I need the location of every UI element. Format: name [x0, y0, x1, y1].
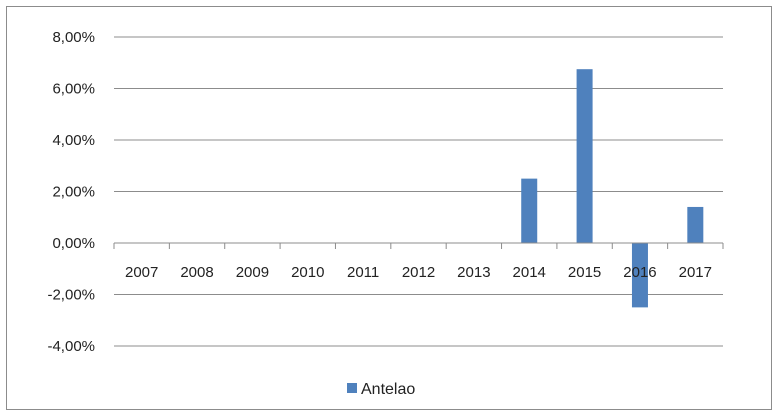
- x-tick-label: 2007: [125, 264, 158, 281]
- y-tick-label: 4,00%: [52, 132, 95, 149]
- bar-2014: [521, 179, 537, 243]
- x-tick-label: 2010: [291, 264, 324, 281]
- bar-2015: [577, 69, 593, 243]
- y-tick-label: 2,00%: [52, 184, 95, 201]
- legend: Antelao: [347, 381, 415, 398]
- y-tick-label: 8,00%: [52, 29, 95, 46]
- x-tick-label: 2008: [180, 264, 213, 281]
- legend-label: Antelao: [361, 381, 415, 398]
- x-tick-label: 2016: [623, 264, 656, 281]
- x-axis-labels: 2007 2008 2009 2010 2011 2012 2013 2014 2015 2016…: [125, 264, 712, 281]
- bar-2017: [687, 207, 703, 243]
- y-tick-label: 0,00%: [52, 235, 95, 252]
- x-tick-label: 2015: [568, 264, 601, 281]
- x-tick-label: 2011: [347, 264, 379, 281]
- x-tick-label: 2014: [513, 264, 546, 281]
- x-axis: [114, 243, 723, 249]
- x-tick-label: 2017: [679, 264, 712, 281]
- y-tick-label: -2,00%: [47, 287, 95, 304]
- y-axis-ticks: 8,00% 6,00% 4,00% 2,00% 0,00% -2,00% -4,00%: [47, 29, 95, 355]
- y-tick-label: 6,00%: [52, 81, 95, 98]
- legend-swatch: [347, 383, 357, 393]
- gridlines: [114, 37, 723, 346]
- y-tick-label: -4,00%: [47, 338, 95, 355]
- x-tick-label: 2012: [402, 264, 435, 281]
- x-tick-label: 2009: [236, 264, 269, 281]
- x-tick-label: 2013: [457, 264, 490, 281]
- bars: [521, 69, 703, 307]
